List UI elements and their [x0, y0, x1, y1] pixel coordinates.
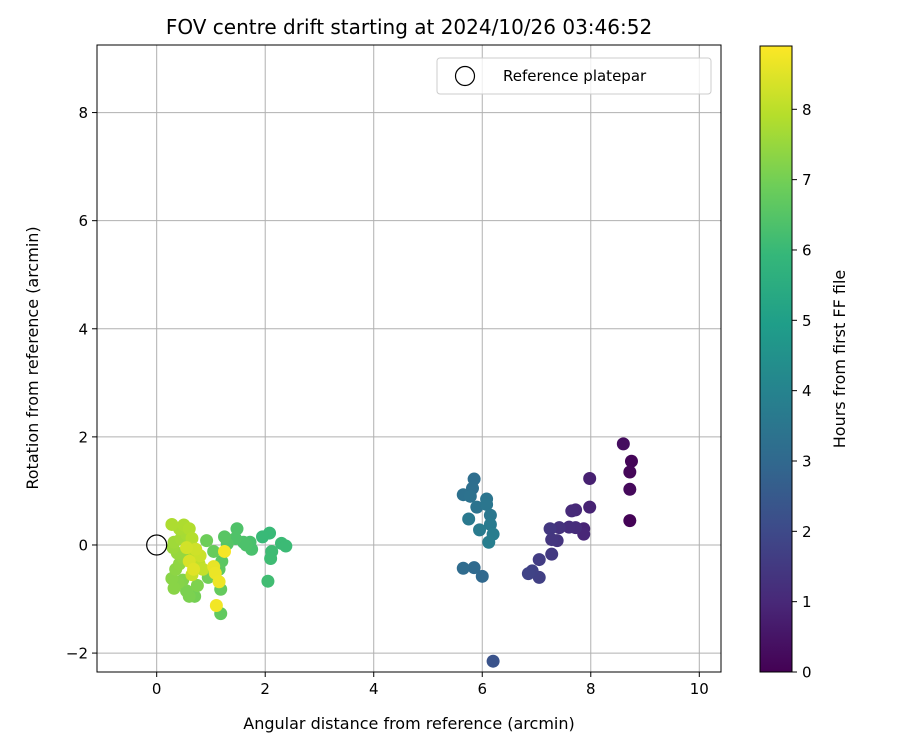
data-point — [218, 544, 232, 558]
data-point — [623, 514, 637, 528]
colorbar-tick-label: 2 — [802, 523, 812, 541]
data-point — [623, 482, 637, 496]
data-point — [261, 574, 275, 588]
data-point — [218, 530, 232, 544]
reference-platepar-marker — [146, 534, 168, 556]
colorbar-tick-label: 5 — [802, 312, 812, 330]
data-point — [462, 512, 476, 526]
data-point — [190, 579, 204, 593]
data-point — [470, 500, 484, 514]
data-point — [521, 567, 535, 581]
data-point — [483, 508, 497, 522]
data-point — [196, 562, 210, 576]
y-tick-label: 0 — [78, 536, 88, 554]
colorbar-tick-label: 8 — [802, 101, 812, 119]
data-point — [456, 561, 470, 575]
data-point — [463, 489, 477, 503]
colorbar-ticks: 0 1 2 3 4 5 6 7 8 — [792, 101, 812, 682]
y-tick-label: 8 — [78, 104, 88, 122]
colorbar-label: Hours from first FF file — [830, 270, 849, 449]
y-axis-label: Rotation from reference (arcmin) — [23, 226, 42, 489]
data-point — [532, 553, 546, 567]
legend-box — [436, 57, 712, 95]
y-tick-label: 4 — [78, 320, 88, 338]
data-point — [543, 522, 557, 536]
colorbar-tick-label: 6 — [802, 241, 812, 259]
y-axis-ticks: −2 0 2 4 6 8 — [66, 104, 97, 663]
data-point — [616, 437, 630, 451]
data-point — [545, 533, 559, 547]
data-point — [207, 544, 221, 558]
data-point — [483, 517, 497, 531]
legend: Reference platepar — [436, 57, 712, 95]
data-point — [624, 454, 638, 468]
data-point — [264, 551, 278, 565]
data-points — [165, 437, 638, 668]
data-point — [480, 497, 494, 511]
data-point — [180, 584, 194, 598]
y-tick-label: 6 — [78, 212, 88, 230]
data-point — [475, 569, 489, 583]
colorbar-tick-label: 7 — [802, 171, 812, 189]
legend-reference-marker — [454, 65, 476, 87]
colorbar-tick-label: 0 — [802, 664, 812, 682]
colorbar-tick-label: 1 — [802, 593, 812, 611]
x-tick-label: 0 — [152, 680, 162, 698]
data-point — [473, 523, 487, 537]
data-point — [180, 541, 194, 555]
colorbar: 0 1 2 3 4 5 6 7 8 Hours from first FF file — [759, 45, 849, 682]
x-axis-label: Angular distance from reference (arcmin) — [243, 714, 574, 733]
data-point — [212, 575, 226, 589]
data-point — [182, 522, 196, 536]
chart-title: FOV centre drift starting at 2024/10/26 … — [166, 15, 652, 39]
data-point — [209, 599, 223, 613]
data-point — [583, 471, 597, 485]
grid — [97, 45, 721, 672]
colorbar-tick-label: 4 — [802, 382, 812, 400]
data-point — [187, 562, 201, 576]
colorbar-tick-label: 3 — [802, 452, 812, 470]
x-tick-label: 2 — [260, 680, 270, 698]
y-tick-label: −2 — [66, 645, 88, 663]
legend-entry-reference: Reference platepar — [503, 67, 647, 85]
data-point — [486, 654, 500, 668]
data-point — [467, 561, 481, 575]
x-tick-label: 4 — [369, 680, 379, 698]
x-tick-label: 6 — [477, 680, 487, 698]
x-axis-ticks: 0 2 4 6 8 10 — [152, 672, 709, 698]
x-tick-label: 8 — [586, 680, 596, 698]
data-point — [255, 530, 269, 544]
data-point — [230, 522, 244, 536]
data-point — [165, 517, 179, 531]
data-point — [279, 539, 293, 553]
x-tick-label: 10 — [690, 680, 709, 698]
y-tick-label: 2 — [78, 428, 88, 446]
data-point — [562, 520, 576, 534]
plot-frame — [96, 44, 722, 673]
data-point — [545, 547, 559, 561]
colorbar-fill — [759, 45, 793, 673]
data-point — [200, 534, 214, 548]
data-point — [583, 500, 597, 514]
data-point — [167, 581, 181, 595]
data-point — [565, 504, 579, 518]
data-point — [623, 465, 637, 479]
data-point — [482, 535, 496, 549]
